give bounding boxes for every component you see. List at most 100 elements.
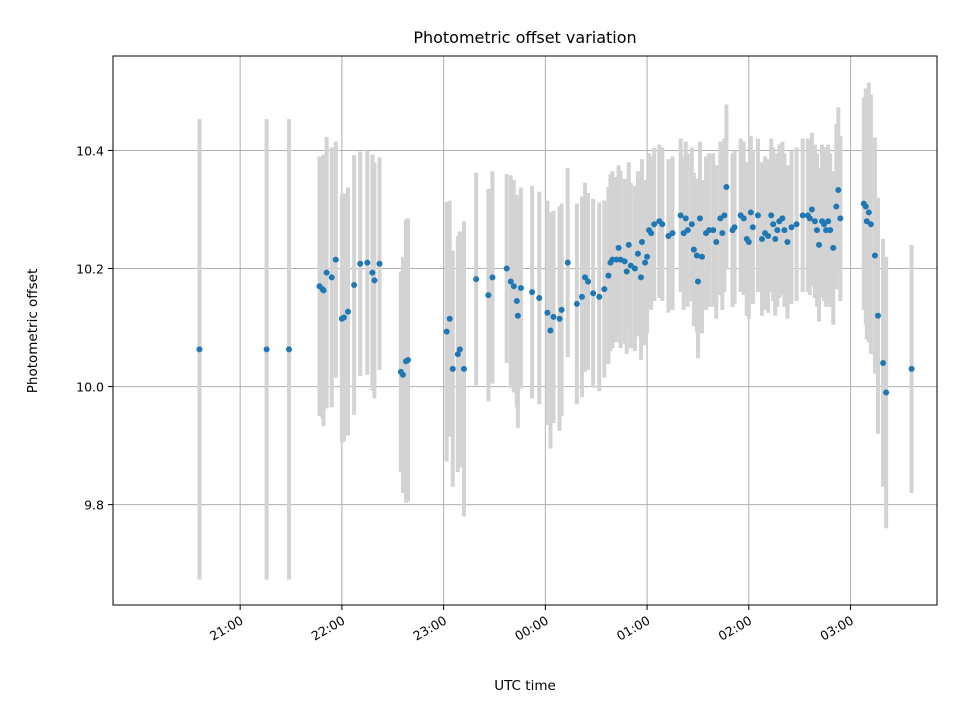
data-point bbox=[740, 215, 747, 222]
data-point bbox=[806, 215, 813, 222]
y-tick-label: 10.0 bbox=[76, 380, 104, 395]
data-point bbox=[770, 221, 777, 228]
y-axis-ticks: 9.8 10.0 10.2 10.4 bbox=[76, 143, 113, 513]
data-point bbox=[768, 212, 775, 219]
data-point bbox=[837, 215, 844, 222]
data-point bbox=[659, 221, 666, 228]
data-point bbox=[263, 346, 270, 353]
data-point bbox=[827, 227, 834, 234]
data-point bbox=[772, 236, 779, 242]
data-point bbox=[449, 365, 456, 372]
data-point bbox=[601, 286, 608, 293]
data-point bbox=[544, 309, 551, 316]
data-point bbox=[623, 268, 630, 275]
data-point bbox=[731, 224, 738, 231]
data-point bbox=[489, 274, 496, 281]
y-axis-label: Photometric offset bbox=[25, 269, 41, 393]
data-point bbox=[578, 293, 585, 300]
data-point bbox=[713, 238, 720, 245]
data-point bbox=[825, 218, 832, 225]
data-point bbox=[196, 346, 203, 353]
data-point bbox=[621, 258, 628, 265]
data-point bbox=[376, 260, 383, 267]
data-point bbox=[788, 224, 795, 231]
data-point bbox=[340, 314, 347, 321]
data-point bbox=[637, 274, 644, 281]
data-point bbox=[745, 238, 752, 245]
data-point bbox=[833, 203, 840, 210]
data-point bbox=[638, 238, 645, 245]
data-point bbox=[399, 371, 406, 378]
data-point bbox=[332, 256, 339, 263]
data-point bbox=[747, 209, 754, 216]
y-tick-label: 10.4 bbox=[76, 143, 104, 158]
data-point bbox=[485, 292, 492, 299]
data-point bbox=[765, 233, 772, 240]
data-point bbox=[351, 282, 358, 289]
data-point bbox=[684, 227, 691, 234]
data-point bbox=[830, 244, 837, 251]
data-point bbox=[784, 238, 791, 245]
data-point bbox=[648, 230, 655, 237]
chart-title: Photometric offset variation bbox=[413, 28, 636, 47]
data-point bbox=[510, 283, 517, 290]
data-point bbox=[529, 289, 536, 296]
data-point bbox=[456, 346, 463, 353]
data-point bbox=[320, 287, 327, 294]
data-point bbox=[585, 278, 592, 285]
data-point bbox=[813, 227, 820, 234]
y-tick-label: 10.2 bbox=[76, 262, 104, 277]
data-point bbox=[883, 389, 890, 396]
data-point bbox=[644, 253, 651, 260]
data-point bbox=[865, 209, 872, 216]
data-point bbox=[564, 259, 571, 266]
data-point bbox=[573, 300, 580, 307]
data-point bbox=[710, 227, 717, 234]
data-point bbox=[536, 295, 543, 302]
data-point bbox=[460, 365, 467, 372]
data-point bbox=[880, 359, 887, 366]
data-point bbox=[699, 253, 706, 260]
data-point bbox=[774, 227, 781, 234]
data-point bbox=[749, 224, 756, 231]
data-point bbox=[473, 276, 480, 283]
data-point bbox=[696, 215, 703, 222]
data-point bbox=[693, 252, 700, 259]
data-point bbox=[443, 328, 450, 335]
data-point bbox=[908, 365, 915, 372]
y-tick-label: 9.8 bbox=[84, 498, 104, 513]
data-point bbox=[514, 312, 521, 319]
data-point bbox=[835, 187, 842, 194]
data-point bbox=[867, 221, 874, 228]
data-point bbox=[556, 315, 563, 322]
data-point bbox=[371, 277, 378, 284]
data-point bbox=[669, 230, 676, 237]
data-point bbox=[862, 203, 869, 210]
data-point bbox=[517, 284, 524, 291]
data-point bbox=[547, 327, 554, 334]
data-point bbox=[799, 212, 806, 219]
data-point bbox=[815, 241, 822, 248]
data-point bbox=[793, 221, 800, 228]
data-points bbox=[196, 184, 915, 396]
data-point bbox=[596, 293, 603, 300]
data-point bbox=[779, 215, 786, 222]
data-point bbox=[631, 265, 638, 272]
data-point bbox=[590, 290, 597, 297]
data-point bbox=[446, 315, 453, 322]
data-point bbox=[694, 278, 701, 285]
data-point bbox=[615, 244, 622, 251]
data-point bbox=[634, 250, 641, 257]
data-point bbox=[874, 312, 881, 319]
data-point bbox=[719, 230, 726, 237]
data-point bbox=[364, 259, 371, 266]
data-point bbox=[677, 212, 684, 219]
data-point bbox=[605, 272, 612, 279]
data-point bbox=[642, 259, 649, 266]
data-point bbox=[550, 313, 557, 320]
data-point bbox=[513, 297, 520, 304]
data-point bbox=[323, 269, 330, 276]
data-point bbox=[344, 308, 351, 315]
